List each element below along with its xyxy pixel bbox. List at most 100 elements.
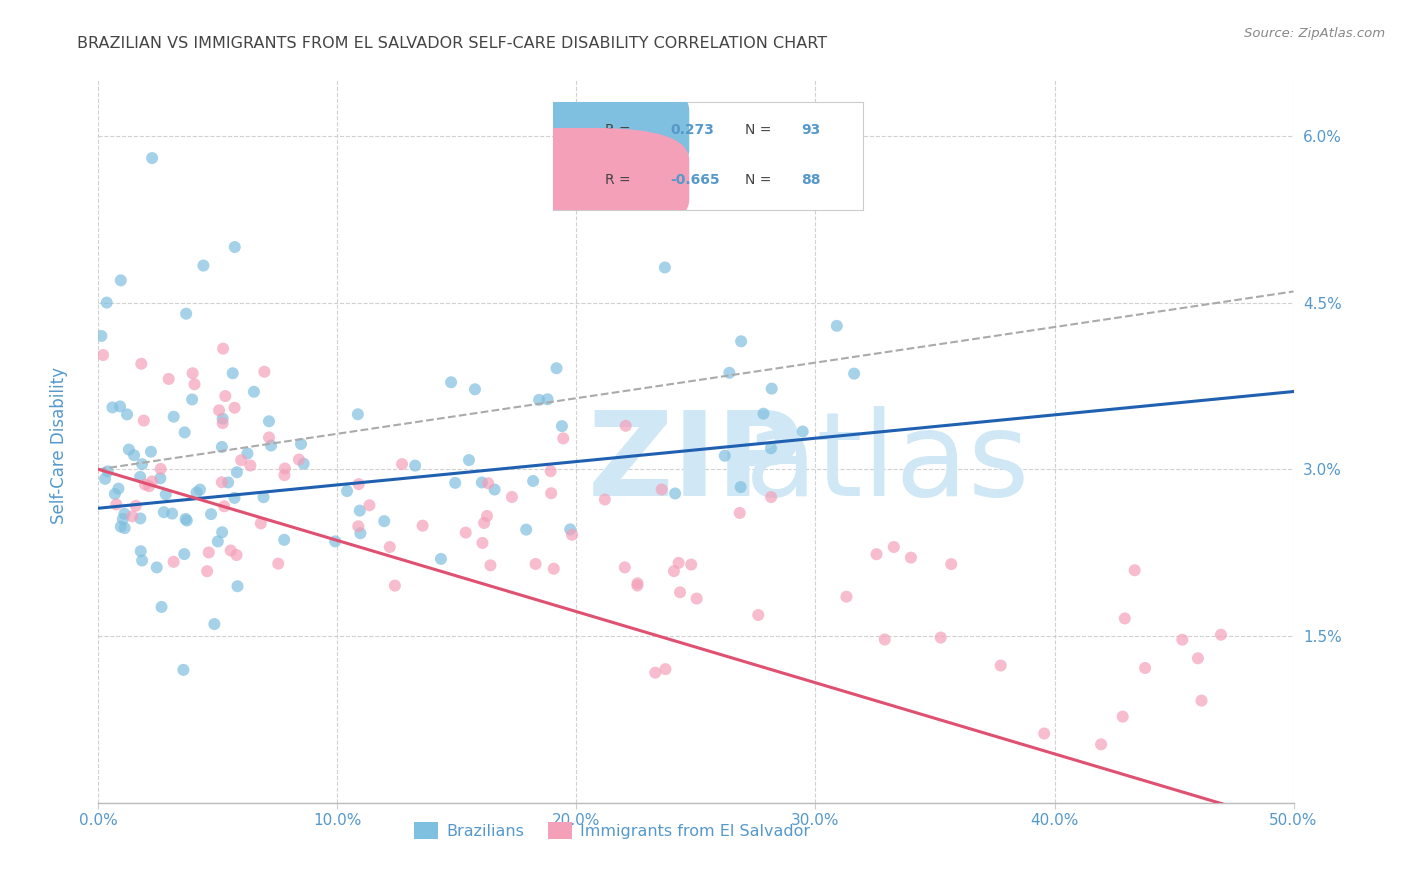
Point bbox=[1090, 737, 1112, 751]
Point bbox=[759, 490, 782, 504]
Point bbox=[155, 487, 177, 501]
Point bbox=[101, 401, 124, 415]
Point bbox=[108, 400, 131, 414]
Point bbox=[129, 470, 152, 484]
Point bbox=[752, 407, 775, 421]
Point bbox=[728, 506, 751, 520]
Point bbox=[654, 260, 676, 275]
Point bbox=[440, 376, 463, 390]
Point bbox=[139, 444, 162, 458]
Point bbox=[654, 662, 676, 676]
Point bbox=[111, 512, 134, 526]
Point bbox=[522, 474, 544, 488]
Point bbox=[475, 508, 498, 523]
Point bbox=[267, 557, 290, 571]
Point bbox=[110, 273, 132, 287]
Point bbox=[454, 525, 477, 540]
Point bbox=[176, 514, 198, 528]
Point bbox=[186, 485, 208, 500]
Point bbox=[873, 632, 896, 647]
Point bbox=[211, 416, 233, 430]
Point bbox=[464, 382, 486, 396]
Point bbox=[747, 608, 769, 623]
Point bbox=[131, 357, 153, 371]
Point bbox=[626, 576, 648, 591]
Point bbox=[551, 419, 574, 434]
Text: atlas: atlas bbox=[745, 406, 1029, 521]
Point bbox=[472, 516, 495, 530]
Point bbox=[391, 457, 413, 471]
Point bbox=[444, 475, 467, 490]
Point bbox=[188, 483, 211, 497]
Point bbox=[173, 425, 195, 440]
Point bbox=[224, 240, 246, 254]
Point bbox=[104, 487, 127, 501]
Point bbox=[131, 553, 153, 567]
Point bbox=[211, 411, 233, 425]
Point bbox=[336, 484, 359, 499]
Point bbox=[1187, 651, 1209, 665]
Point bbox=[835, 590, 858, 604]
Point bbox=[825, 318, 848, 333]
Point bbox=[560, 522, 582, 536]
Point bbox=[141, 475, 163, 489]
Point bbox=[561, 528, 583, 542]
Point bbox=[412, 518, 434, 533]
Point bbox=[132, 414, 155, 428]
Point bbox=[669, 585, 692, 599]
Point bbox=[668, 556, 690, 570]
Point bbox=[471, 475, 494, 490]
Point bbox=[219, 543, 242, 558]
Point bbox=[105, 498, 128, 512]
Point bbox=[153, 505, 176, 519]
Point bbox=[404, 458, 426, 473]
Point bbox=[718, 366, 741, 380]
Point bbox=[515, 523, 537, 537]
Point bbox=[222, 366, 245, 380]
Point bbox=[129, 544, 152, 558]
Point bbox=[941, 557, 963, 571]
Point bbox=[546, 361, 568, 376]
Point bbox=[172, 663, 194, 677]
Point bbox=[614, 418, 637, 433]
Point bbox=[553, 431, 575, 445]
Point bbox=[197, 545, 219, 559]
Point bbox=[761, 382, 783, 396]
Point bbox=[239, 458, 262, 473]
Point bbox=[1191, 693, 1213, 707]
Point bbox=[730, 334, 752, 349]
Point bbox=[257, 414, 280, 428]
Point bbox=[524, 557, 547, 571]
Point bbox=[226, 579, 249, 593]
Point bbox=[231, 453, 253, 467]
Point bbox=[292, 457, 315, 471]
Point bbox=[865, 547, 887, 561]
Point bbox=[477, 476, 499, 491]
Point bbox=[202, 617, 225, 632]
Point bbox=[149, 462, 172, 476]
Point bbox=[96, 295, 118, 310]
Point bbox=[122, 448, 145, 462]
Point bbox=[225, 548, 247, 562]
Point bbox=[157, 372, 180, 386]
Point bbox=[842, 367, 865, 381]
Point bbox=[214, 389, 236, 403]
Text: Self-Care Disability: Self-Care Disability bbox=[51, 368, 67, 524]
Point bbox=[730, 480, 752, 494]
Point bbox=[479, 558, 502, 573]
Point bbox=[527, 392, 550, 407]
Point bbox=[174, 512, 197, 526]
Point bbox=[115, 408, 138, 422]
Point bbox=[138, 479, 160, 493]
Point bbox=[1133, 661, 1156, 675]
Point bbox=[536, 392, 558, 407]
Point bbox=[118, 442, 141, 457]
Point bbox=[193, 259, 215, 273]
Point bbox=[288, 452, 311, 467]
Point bbox=[174, 307, 197, 321]
Point bbox=[713, 449, 735, 463]
Point bbox=[181, 366, 204, 380]
Point bbox=[252, 490, 274, 504]
Point bbox=[1123, 563, 1146, 577]
Point bbox=[1114, 611, 1136, 625]
